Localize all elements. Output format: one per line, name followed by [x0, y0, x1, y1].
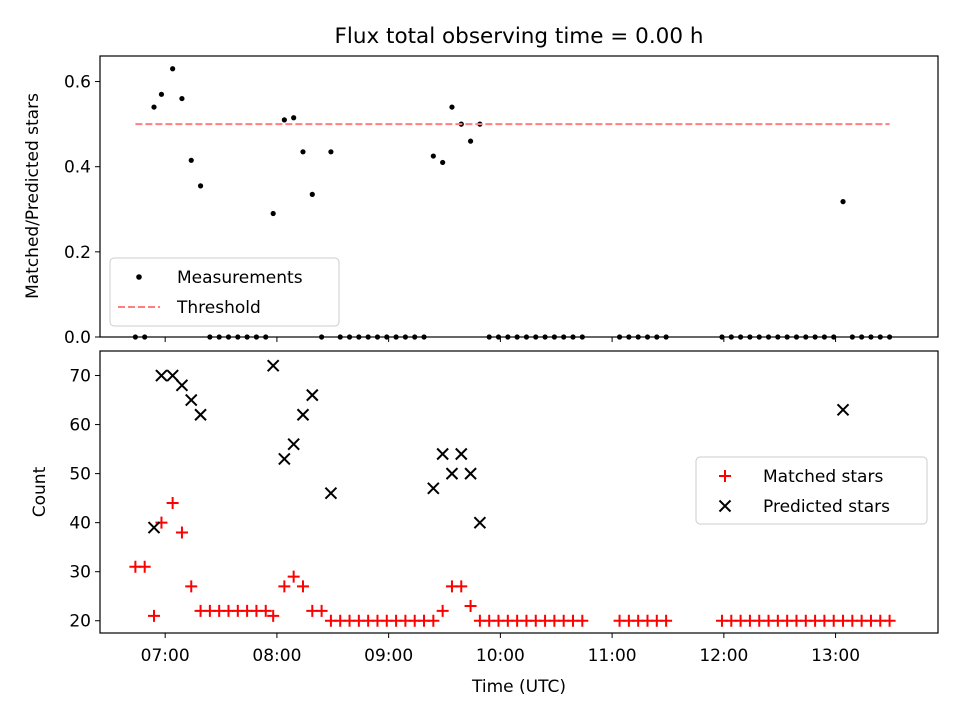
legend-marker-matched: [719, 470, 731, 482]
predicted-star-point: [427, 482, 440, 495]
predicted-star-point: [194, 408, 207, 421]
measurement-point: [151, 104, 157, 110]
predicted-star-point: [455, 447, 468, 461]
measurement-point: [170, 66, 176, 72]
legend-label-matched: Matched stars: [763, 467, 883, 487]
y-tick-label: 50: [69, 465, 91, 485]
matched-star-point: [436, 604, 449, 617]
measurement-point: [281, 117, 287, 123]
predicted-star-point: [166, 369, 179, 382]
predicted-star-point: [464, 467, 477, 480]
ratio-panel: 0.0 0.2 0.4 0.6 Measurements Threshold: [64, 55, 939, 348]
y-tick-label: 60: [69, 416, 91, 436]
legend-box: [109, 257, 340, 327]
matched-star-point: [259, 604, 272, 617]
predicted-star-point: [324, 487, 338, 500]
matched-star-point: [166, 497, 179, 510]
x-tick-label: 11:00: [588, 646, 637, 666]
matched-star-point: [883, 614, 896, 627]
x-axis-label: Time (UTC): [471, 677, 566, 697]
measurement-point: [328, 149, 334, 155]
predicted-star-point: [287, 437, 300, 451]
matched-star-point: [455, 580, 468, 593]
matched-star-point: [315, 604, 328, 617]
y-tick-label: 20: [69, 612, 91, 632]
legend-marker-predicted: [718, 499, 732, 513]
matched-star-point: [175, 526, 188, 539]
predicted-star-point: [436, 447, 449, 461]
measurement-point: [309, 191, 315, 197]
measurement-point: [291, 115, 297, 121]
predicted-star-point: [836, 403, 850, 417]
y-tick-label: 0.4: [64, 158, 91, 178]
measurement-point: [179, 95, 185, 102]
x-tick-label: 10:00: [476, 646, 525, 666]
predicted-star-point: [147, 521, 161, 534]
predicted-star-point: [296, 408, 310, 421]
x-tick-label: 13:00: [811, 646, 860, 666]
predicted-star-point: [185, 393, 198, 407]
y-tick-label: 0.2: [64, 243, 91, 263]
chart-title: Flux total observing time = 0.00 h: [335, 24, 704, 49]
x-tick-label: 07:00: [141, 646, 190, 666]
legend-top: Measurements Threshold: [109, 257, 340, 327]
measurement-point: [840, 199, 846, 205]
measurement-point: [300, 149, 306, 155]
legend-bottom: Matched stars Predicted stars: [695, 456, 928, 525]
matched-star-point: [296, 580, 309, 593]
predicted-star-point: [266, 359, 280, 372]
predicted-star-point: [473, 516, 487, 529]
measurement-point: [270, 210, 276, 217]
matched-star-point: [464, 600, 477, 613]
y-tick-label: 40: [69, 514, 91, 534]
x-tick-label: 08:00: [252, 646, 301, 666]
matched-star-point: [278, 580, 291, 593]
predicted-star-point: [306, 388, 319, 402]
matched-star-point: [576, 614, 589, 627]
measurement-point: [197, 183, 204, 189]
predicted-star-point: [155, 369, 168, 382]
predicted-star-point: [175, 379, 189, 392]
y-tick-label: 30: [69, 563, 91, 583]
matched-star-point: [267, 609, 280, 622]
measurement-point: [449, 104, 455, 110]
axes-frame: [99, 350, 939, 634]
matched-star-point: [660, 614, 673, 627]
measurement-point: [430, 153, 436, 159]
predicted-star-point: [445, 467, 459, 480]
top-y-axis-label: Matched/Predicted stars: [23, 93, 43, 299]
matched-star-point: [155, 516, 168, 529]
legend-label-measurements: Measurements: [177, 268, 303, 288]
legend-marker-measurements: [136, 274, 142, 280]
y-tick-label: 0.0: [64, 328, 91, 348]
matched-star-point: [427, 614, 440, 627]
measurement-point: [440, 159, 446, 166]
y-tick-label: 70: [69, 367, 91, 387]
matched-star-point: [138, 560, 151, 573]
x-tick-label: 12:00: [699, 646, 748, 666]
measurement-point: [158, 91, 165, 97]
legend-box: [695, 456, 928, 525]
bottom-y-axis-label: Count: [30, 466, 50, 517]
measurement-point: [188, 157, 194, 163]
count-panel: 20 30 40 50 60 70 07:00 08:00 09:00 10:00 11:00 12:…: [69, 350, 939, 666]
legend-label-predicted: Predicted stars: [763, 497, 890, 517]
axes-frame: [99, 55, 939, 338]
y-tick-label: 0.6: [64, 73, 91, 93]
measurement-point: [467, 138, 474, 144]
x-tick-label: 09:00: [364, 646, 413, 666]
matched-star-point: [148, 609, 161, 622]
matched-star-point: [287, 570, 300, 583]
matched-star-point: [185, 580, 198, 593]
predicted-star-point: [278, 452, 291, 466]
legend-label-threshold: Threshold: [176, 298, 261, 318]
